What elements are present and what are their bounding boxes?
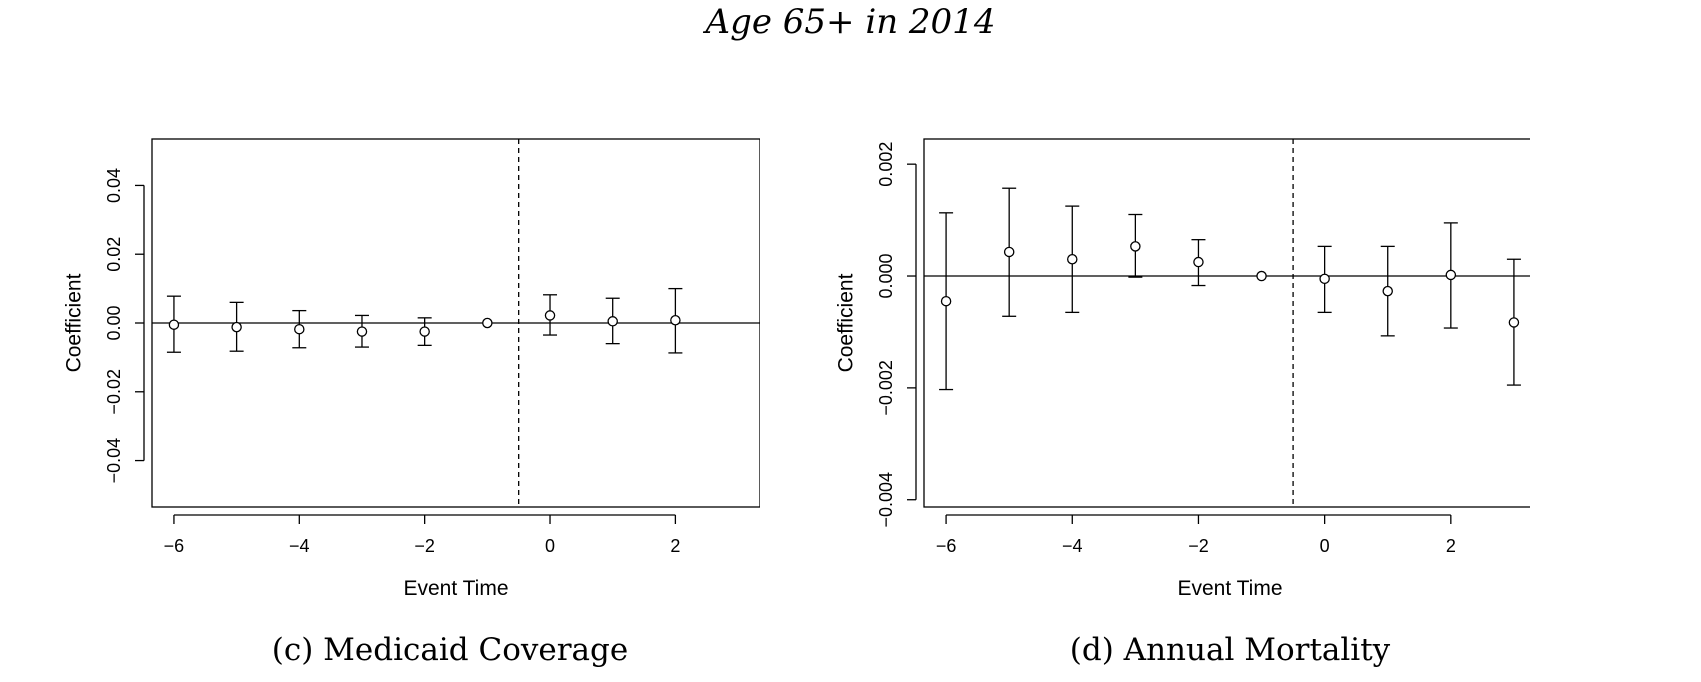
- caption-annual-mortality: (d) Annual Mortality: [1069, 632, 1391, 668]
- x-tick-label: −4: [289, 536, 310, 556]
- x-axis-title: Event Time: [403, 577, 508, 600]
- data-point: [1319, 273, 1330, 285]
- y-tick-label: −0.002: [876, 360, 896, 416]
- data-point: [1003, 246, 1015, 258]
- data-point: [940, 295, 952, 307]
- data-point: [544, 310, 556, 321]
- x-tick-label: 2: [670, 536, 680, 556]
- data-point: [419, 326, 430, 337]
- data-point: [1130, 241, 1141, 252]
- caption-medicaid-coverage: (c) Medicaid Coverage: [271, 632, 629, 668]
- y-axis-title: Coefficient: [835, 273, 858, 372]
- plot-frame: [923, 138, 1530, 508]
- chart-medicaid-coverage: −6 −4 −2 0 2 −0.04 −0.02 0.00 0.02 0.04 Event Time…: [63, 138, 760, 600]
- y-tick-label: −0.04: [104, 438, 124, 484]
- data-point: [1067, 253, 1078, 265]
- y-tick-label: 0.02: [104, 237, 124, 272]
- x-axis-title: Event Time: [1177, 577, 1282, 600]
- figure-title: Age 65+ in 2014: [705, 2, 996, 42]
- x-tick-label: −2: [1188, 536, 1209, 556]
- chart-annual-mortality: −6 −4 −2 0 2 −0.004 −0.002 0.000 0.002 Event Time…: [835, 138, 1530, 600]
- y-tick-label: 0.002: [876, 142, 896, 187]
- data-point: [168, 319, 180, 330]
- x-tick-label: 0: [1320, 536, 1330, 556]
- y-tick-label: 0.04: [104, 168, 124, 203]
- data-point: [1382, 285, 1393, 297]
- data-point: [294, 323, 305, 335]
- y-axis-title: Coefficient: [63, 273, 86, 372]
- data-point: [670, 314, 681, 326]
- x-tick-label: −4: [1062, 536, 1083, 556]
- x-tick-label: 2: [1446, 536, 1456, 556]
- y-tick-label: 0.000: [876, 253, 896, 298]
- y-tick-label: −0.02: [104, 369, 124, 415]
- y-tick-label: −0.004: [876, 472, 896, 528]
- x-tick-label: 0: [545, 536, 555, 556]
- data-point: [607, 316, 618, 327]
- data-point: [356, 326, 368, 337]
- data-point: [1256, 270, 1267, 282]
- x-tick-label: −2: [414, 536, 435, 556]
- data-point: [1445, 269, 1457, 281]
- x-tick-label: −6: [164, 536, 185, 556]
- data-point: [1508, 317, 1520, 328]
- x-tick-label: −6: [936, 536, 957, 556]
- data-point: [1193, 256, 1204, 268]
- y-tick-label: 0.00: [104, 305, 124, 340]
- data-point: [482, 317, 493, 329]
- data-point: [231, 321, 242, 333]
